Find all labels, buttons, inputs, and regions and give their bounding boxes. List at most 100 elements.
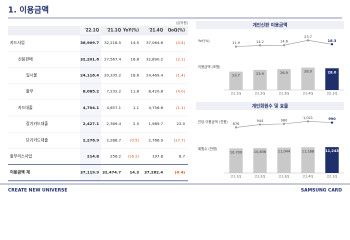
bar-label: 11,243 [325,149,339,153]
table-cell: 18.6 [131,73,140,78]
table-cell: (2.1) [176,56,186,61]
table-cell: (0.5) [130,137,140,142]
table-cell: 7,232.2 [107,89,122,94]
row-label: 카드대출 [18,104,33,110]
table-cell: 14.3 [130,170,140,175]
line-point [234,45,238,48]
bar [325,147,339,173]
bar [325,68,339,90]
row-label: 장기카드대출 [26,120,48,126]
x-tick-label: 21.2Q [255,175,266,179]
x-tick-label: 21.4Q [303,175,314,179]
table-cell: (4.0) [176,89,186,94]
legend-label: YoY(%) [198,39,210,43]
table-cell: 27,567.4 [104,56,121,61]
bar-label: 28.0 [328,70,337,74]
table-cell: 2,288.7 [107,137,122,142]
table-cell: 214.8 [87,154,99,159]
table-cell: 8.7 [179,154,186,159]
row-label: 카드사업 [10,39,25,45]
table-cell: 2,766.9 [149,137,164,142]
footer-slogan: CREATE NEW UNIVERSE [8,188,68,194]
table-cell: 256.2 [110,154,121,159]
x-tick-label: 22.1Q [327,175,338,179]
table-header: '22.1Q [85,28,100,33]
line-point [282,122,286,125]
table-cell: (17.7) [174,137,186,142]
table-header: QoQ(%) [168,28,185,33]
legend-label: 회원수 (만명) [198,146,218,151]
table-cell: 1,989.7 [149,121,164,126]
bar [253,148,267,173]
table-cell: 32,201.6 [80,56,99,61]
table-cell: 36,909.7 [80,40,99,45]
table-cell: 4,756.6 [149,105,164,110]
table-cell: 4,657.1 [107,105,122,110]
row-label: 단기카드대출 [26,136,48,142]
line-point [282,44,286,47]
x-tick-label: 21.3Q [279,175,290,179]
bar-label: 11,188 [302,149,314,153]
table-cell: (1.1) [176,105,186,110]
row-label: 할부리스사업 [10,153,32,159]
page-title: 1. 이용금액 [8,5,49,15]
legend-label: 이용금액 (조원) [198,64,221,69]
bar [301,147,315,173]
bar-label: 10,836 [254,150,266,154]
x-tick-label: 22.1Q [327,92,338,96]
point-label: 944 [257,119,264,123]
point-label: 876 [233,122,240,126]
table-cell: 22.0 [177,121,186,126]
point-label: 11.9 [232,41,240,45]
table-cell: (0.4) [176,40,186,45]
line-point [330,121,334,124]
bar [229,71,243,90]
table-cell: 32,890.2 [146,56,163,61]
bar-label: 28.9 [304,70,312,74]
table-cell: 2,369.4 [107,121,122,126]
table-cell: 2,427.1 [83,121,99,126]
table-cell: (16.2) [128,154,140,159]
table-cell: (0.4) [175,170,185,175]
table-cell: (1.4) [176,73,186,78]
bar-label: 11,044 [278,150,291,154]
table-header: YoY(%) [122,28,139,33]
table-cell: 14.5 [131,40,140,45]
line-point [258,44,262,47]
row-label: 신용판매 [18,55,33,61]
table-cell: 11.8 [131,89,140,94]
table-cell: 37,064.6 [146,40,163,45]
bar [301,67,315,90]
table-header: '21.4Q [149,28,164,33]
table-cell: 2.5 [133,121,140,126]
table-cell: 37,262.4 [144,170,163,175]
table-cell: 1.1 [133,105,140,110]
table-cell: 2,276.9 [83,137,99,142]
bar [277,147,291,173]
table-cell: 37,119.9 [80,170,99,175]
bar-label: 23.7 [232,74,240,78]
table-cell: 8,085.2 [83,89,99,94]
bar-label: 26.9 [280,71,288,75]
x-tick-label: 21.1Q [231,175,242,179]
chart-title: 개인신판 이용금액 [253,22,288,29]
table-cell: 16.8 [131,56,140,61]
point-label: 1,021 [303,116,313,120]
table-cell: 24,469.4 [146,73,163,78]
chart-title-bg [196,102,344,110]
x-tick-label: 21.2Q [255,92,266,96]
table-cell: 32,218.5 [104,40,121,45]
line-point [306,39,310,42]
line-point [234,126,238,129]
point-label: 960 [281,118,288,122]
chart-title: 개인회원수 및 효율 [252,103,288,110]
table-cell: 8,420.8 [149,89,164,94]
row-label: 할부 [26,88,34,94]
table-cell: 197.8 [152,154,163,159]
line-point [306,120,310,123]
row-label: 일시불 [26,72,37,78]
bar [229,148,243,173]
table-cell: 24,116.4 [80,73,99,78]
line-point [330,43,334,46]
x-tick-label: 21.1Q [231,92,242,96]
